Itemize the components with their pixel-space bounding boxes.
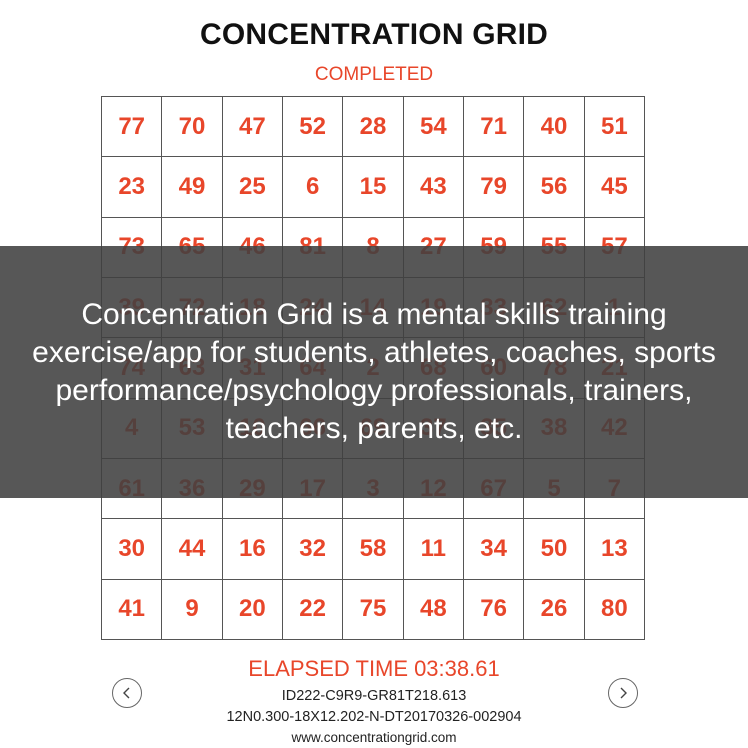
grid-cell[interactable]: 44 [162,519,223,580]
grid-cell[interactable]: 75 [343,579,404,640]
next-button[interactable] [608,678,638,708]
grid-cell[interactable]: 80 [584,579,645,640]
grid-cell[interactable]: 49 [162,157,223,218]
chevron-right-icon [620,687,627,699]
page-title: CONCENTRATION GRID [199,18,549,51]
grid-cell[interactable]: 76 [463,579,525,640]
grid-cell[interactable]: 77 [102,97,163,158]
grid-cell[interactable]: 16 [222,519,283,580]
grid-cell[interactable]: 41 [102,579,163,640]
grid-cell[interactable]: 30 [102,519,163,580]
grid-cell[interactable]: 6 [282,157,344,218]
grid-cell[interactable]: 9 [162,579,223,640]
grid-cell[interactable]: 43 [403,157,464,218]
grid-cell[interactable]: 52 [282,97,344,158]
grid-cell[interactable]: 25 [222,157,283,218]
elapsed-time-label: ELAPSED TIME [248,656,409,681]
grid-cell[interactable]: 11 [403,519,464,580]
grid-cell[interactable]: 32 [282,519,344,580]
grid-cell[interactable]: 45 [584,157,645,218]
grid-cell[interactable]: 54 [403,97,464,158]
grid-cell[interactable]: 13 [584,519,645,580]
chevron-left-icon [123,687,130,699]
grid-cell[interactable]: 56 [524,157,585,218]
grid-cell[interactable]: 15 [343,157,404,218]
status-label: COMPLETED [314,64,434,85]
grid-cell[interactable]: 26 [524,579,585,640]
grid-cell[interactable]: 34 [463,519,525,580]
grid-cell[interactable]: 20 [222,579,283,640]
grid-cell[interactable]: 71 [463,97,525,158]
grid-detail-line: 12N0.300-18X12.202-N-DT20170326-002904 [226,709,522,725]
grid-cell[interactable]: 40 [524,97,585,158]
elapsed-time: ELAPSED TIME 03:38.61 [0,656,748,682]
grid-cell[interactable]: 70 [162,97,223,158]
overlay-description: Concentration Grid is a mental skills tr… [32,298,716,445]
grid-cell[interactable]: 22 [282,579,344,640]
grid-cell[interactable]: 23 [102,157,163,218]
previous-button[interactable] [112,678,142,708]
grid-id-line: ID222-C9R9-GR81T218.613 [281,688,467,704]
grid-cell[interactable]: 50 [524,519,585,580]
grid-cell[interactable]: 28 [343,97,404,158]
grid-cell[interactable]: 58 [343,519,404,580]
elapsed-time-value: 03:38.61 [414,656,500,681]
grid-cell[interactable]: 79 [463,157,525,218]
grid-cell[interactable]: 51 [584,97,645,158]
info-overlay: Concentration Grid is a mental skills tr… [0,246,748,498]
grid-cell[interactable]: 48 [403,579,464,640]
website-link[interactable]: www.concentrationgrid.com [291,730,457,745]
grid-cell[interactable]: 47 [222,97,283,158]
